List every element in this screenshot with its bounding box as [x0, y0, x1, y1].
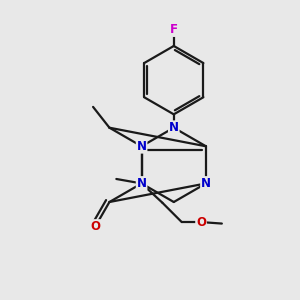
Text: N: N: [136, 140, 147, 153]
Text: O: O: [90, 220, 100, 233]
Text: F: F: [170, 23, 178, 36]
Text: N: N: [136, 177, 147, 190]
Text: N: N: [201, 177, 211, 190]
Text: O: O: [196, 216, 206, 229]
Text: N: N: [169, 121, 179, 134]
